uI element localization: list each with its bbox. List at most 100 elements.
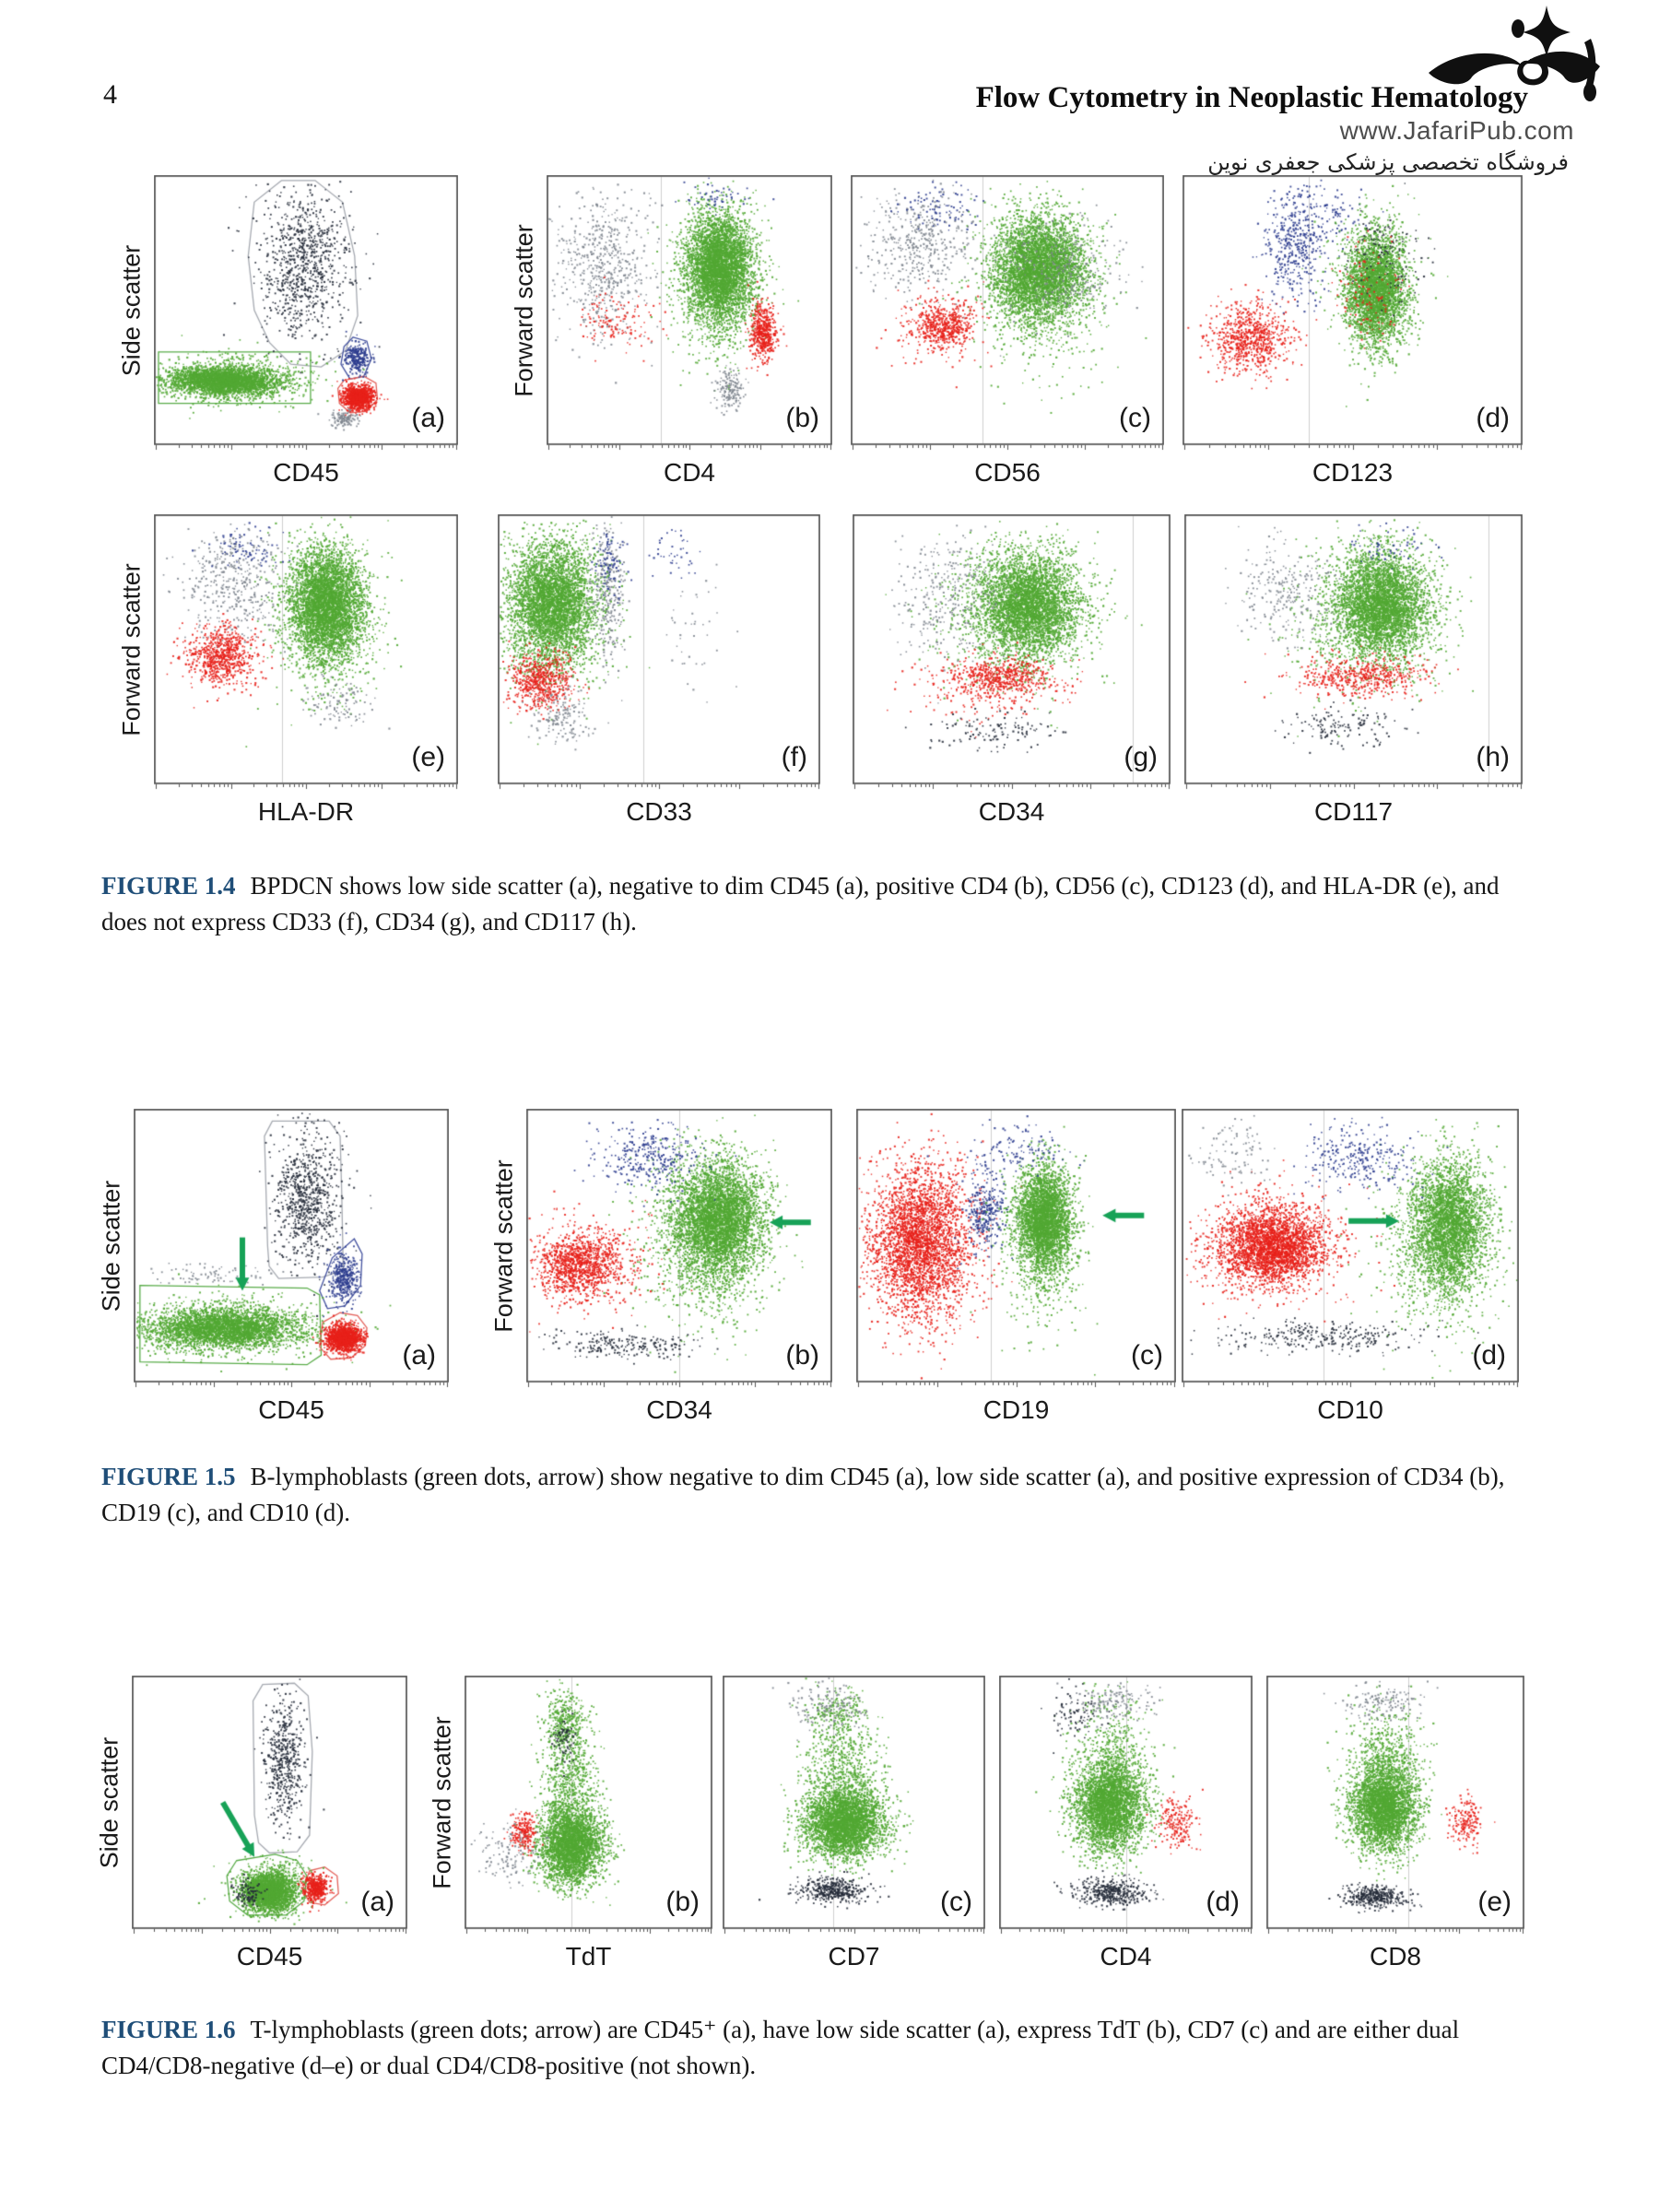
scatter-dots-canvas [999, 1676, 1253, 1936]
scatter-dots-canvas [526, 1109, 832, 1390]
figure-1-6-caption: FIGURE 1.6 T-lymphoblasts (green dots; ar… [101, 2012, 1539, 2084]
x-axis-label: CD7 [828, 1942, 880, 1971]
flow-scatter-plot-cd10: (d) [1182, 1109, 1519, 1390]
flow-scatter-plot-cd19: (c) [856, 1109, 1176, 1390]
panel-letter: (e) [411, 742, 445, 772]
scatter-dots-canvas [856, 1109, 1176, 1390]
flow-scatter-plot-hla-dr: (e) [154, 514, 458, 792]
panel-letter: (d) [1206, 1887, 1240, 1917]
y-axis-label-text: Forward scatter [510, 223, 538, 397]
figure-1-6-label: FIGURE 1.6 [101, 2016, 236, 2043]
panel-letter: (a) [411, 403, 445, 433]
y-axis-label-text: Forward scatter [428, 1715, 456, 1889]
figure-1-4-plot-grid: Side scatter (a) CD45 Forward scatter (b) CD4… [101, 175, 1576, 830]
flow-scatter-plot-tdt: (b) [465, 1676, 712, 1936]
panel-letter: (c) [940, 1887, 972, 1917]
flow-scatter-plot-cd4: (b) [547, 175, 832, 453]
flow-scatter-plot-cd8: (e) [1266, 1676, 1524, 1936]
x-axis-label: CD34 [646, 1395, 712, 1424]
x-axis-label: CD117 [1313, 797, 1394, 826]
scatter-dots-canvas [853, 514, 1171, 792]
scatter-dots-canvas [1266, 1676, 1524, 1936]
scatter-dots-canvas [134, 1109, 449, 1390]
panel-letter: (a) [402, 1340, 436, 1371]
panel-letter: (f) [781, 742, 807, 772]
flow-scatter-plot-cd34: (g) [853, 514, 1171, 792]
figure-1-5-plot-grid: Side scatter (a) CD45 Forward scatter (b) CD3… [98, 1109, 1576, 1429]
running-head-title: Flow Cytometry in Neoplastic Hematology [975, 81, 1528, 114]
plot-row: Side scatter (a) CD45 Forward scatter (b) CD3… [98, 1109, 1576, 1434]
panel-letter: (c) [1119, 403, 1151, 433]
scatter-dots-canvas [498, 514, 820, 792]
flow-scatter-plot-cd123: (d) [1182, 175, 1523, 453]
scatter-dots-canvas [1184, 514, 1523, 792]
x-axis-label: CD4 [663, 458, 715, 487]
x-axis-label: TdT [565, 1942, 612, 1971]
x-axis-label: CD19 [982, 1395, 1050, 1424]
x-axis-label: CD56 [974, 458, 1041, 487]
plot-row: Side scatter (a) CD45 Forward scatter (b) TdT… [96, 1676, 1576, 1981]
scatter-dots-canvas [465, 1676, 712, 1936]
scatter-dots-canvas [547, 175, 832, 453]
flow-scatter-plot-cd45: (a) [154, 175, 458, 453]
figure-1-5-caption: FIGURE 1.5 B-lymphoblasts (green dots, ar… [101, 1459, 1539, 1531]
y-axis-label: Side scatter [113, 175, 150, 445]
x-axis-label: CD45 [258, 1395, 324, 1424]
x-axis-label: CD45 [236, 1942, 303, 1971]
flow-scatter-plot-cd45: (a) [134, 1109, 449, 1390]
panel-letter: (d) [1472, 1340, 1506, 1371]
flow-scatter-plot-cd7: (c) [723, 1676, 985, 1936]
x-axis-label: CD34 [978, 797, 1045, 826]
panel-letter: (b) [665, 1887, 700, 1917]
panel-letter: (a) [360, 1887, 394, 1917]
flow-scatter-plot-cd33: (f) [498, 514, 820, 792]
figure-1-4-label: FIGURE 1.4 [101, 872, 236, 900]
y-axis-label: Side scatter [93, 1109, 130, 1382]
figure-1-5-label: FIGURE 1.5 [101, 1463, 236, 1490]
scatter-dots-canvas [1182, 175, 1523, 453]
y-axis-label: Forward scatter [486, 1109, 523, 1382]
y-axis-label: Forward scatter [424, 1676, 461, 1929]
scatter-dots-canvas [154, 175, 458, 453]
panel-letter: (c) [1131, 1340, 1163, 1371]
x-axis-label: CD8 [1369, 1942, 1421, 1971]
x-axis-label: CD4 [1100, 1942, 1152, 1971]
y-axis-label-text: Side scatter [97, 1180, 125, 1312]
y-axis-label-text: Forward scatter [489, 1159, 518, 1333]
flow-scatter-plot-cd34: (b) [526, 1109, 832, 1390]
figure-1-6-plot-grid: Side scatter (a) CD45 Forward scatter (b) TdT… [96, 1676, 1576, 1975]
x-axis-label: CD45 [273, 458, 339, 487]
scatter-dots-canvas [154, 514, 458, 792]
panel-letter: (b) [785, 1340, 819, 1371]
scatter-dots-canvas [723, 1676, 985, 1936]
x-axis-label: CD33 [626, 797, 692, 826]
flow-scatter-plot-cd56: (c) [851, 175, 1164, 453]
watermark-url: www.JafariPub.com [1339, 116, 1574, 145]
y-axis-label: Side scatter [91, 1676, 128, 1929]
scatter-dots-canvas [132, 1676, 407, 1936]
scatter-dots-canvas [1182, 1109, 1519, 1390]
y-axis-label-text: Side scatter [95, 1736, 124, 1868]
y-axis-label-text: Side scatter [117, 244, 146, 376]
flow-scatter-plot-cd117: (h) [1184, 514, 1523, 792]
panel-letter: (g) [1124, 742, 1158, 772]
watermark-persian: فروشگاه تخصصی پزشکی جعفری نوین [1207, 149, 1569, 175]
plot-row: Forward scatter (e) HLA-DR (f) CD33 (g) CD34 (h… [101, 514, 1576, 836]
y-axis-label: Forward scatter [506, 175, 543, 445]
figure-1-4-caption: FIGURE 1.4 BPDCN shows low side scatter (… [101, 868, 1539, 940]
flow-scatter-plot-cd45: (a) [132, 1676, 407, 1936]
figure-1-4-caption-text: BPDCN shows low side scatter (a), negati… [101, 872, 1500, 936]
page-number: 4 [103, 79, 117, 110]
panel-letter: (e) [1477, 1887, 1512, 1917]
panel-letter: (h) [1476, 742, 1510, 772]
x-axis-label: CD123 [1312, 458, 1394, 487]
x-axis-label: CD10 [1317, 1395, 1383, 1424]
x-axis-label: HLA-DR [257, 797, 355, 826]
y-axis-label: Forward scatter [113, 514, 150, 784]
panel-letter: (b) [785, 403, 819, 433]
figure-1-6-caption-text: T-lymphoblasts (green dots; arrow) are C… [101, 2016, 1460, 2080]
plot-row: Side scatter (a) CD45 Forward scatter (b) CD4… [101, 175, 1576, 497]
flow-scatter-plot-cd4: (d) [999, 1676, 1253, 1936]
panel-letter: (d) [1476, 403, 1510, 433]
